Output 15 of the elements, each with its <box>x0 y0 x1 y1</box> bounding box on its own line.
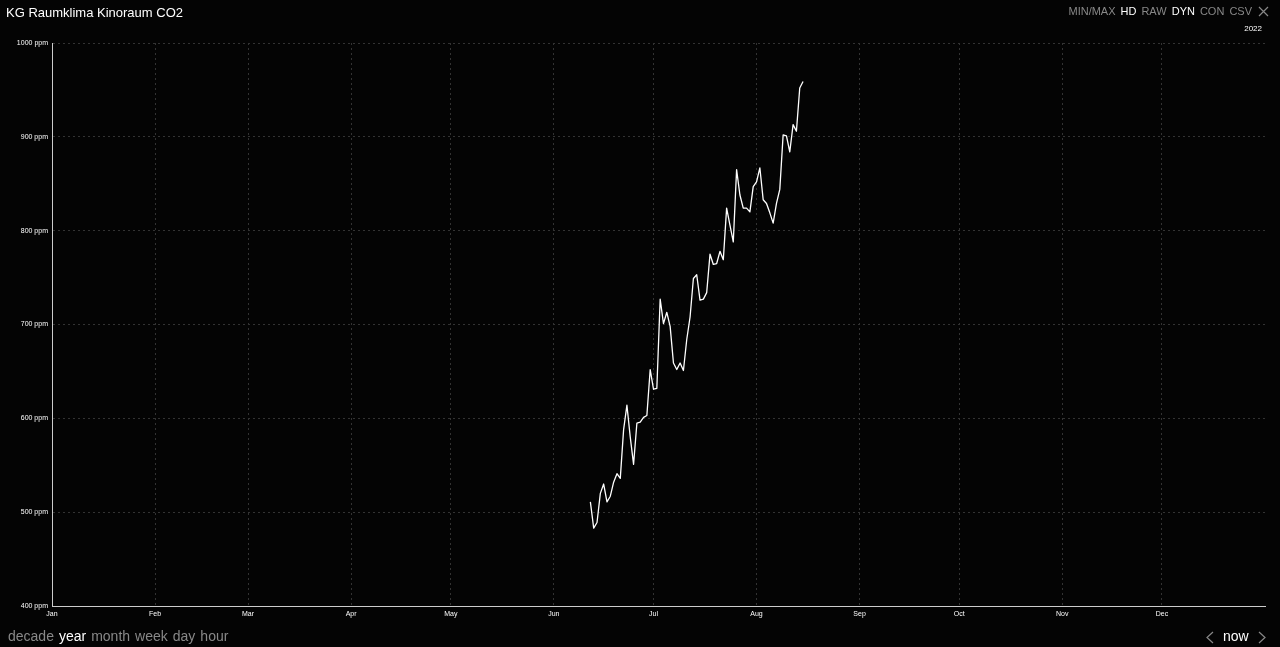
text: month <box>91 628 131 644</box>
text: year <box>58 628 87 644</box>
text: MIN/MAX <box>1068 5 1116 17</box>
text: CON <box>1199 5 1225 17</box>
text: DYN <box>1171 5 1195 17</box>
text: CSV <box>1229 5 1252 17</box>
text: HD <box>1120 5 1137 17</box>
text: 2022 <box>1244 24 1262 33</box>
text: day <box>172 628 196 644</box>
text: decade <box>8 628 54 644</box>
text: week <box>135 628 168 644</box>
chart-title: KG Raumklima Kinoraum CO2 <box>6 5 183 20</box>
text: hour <box>200 628 229 644</box>
text: now <box>1223 628 1249 644</box>
text: RAW <box>1141 5 1167 17</box>
